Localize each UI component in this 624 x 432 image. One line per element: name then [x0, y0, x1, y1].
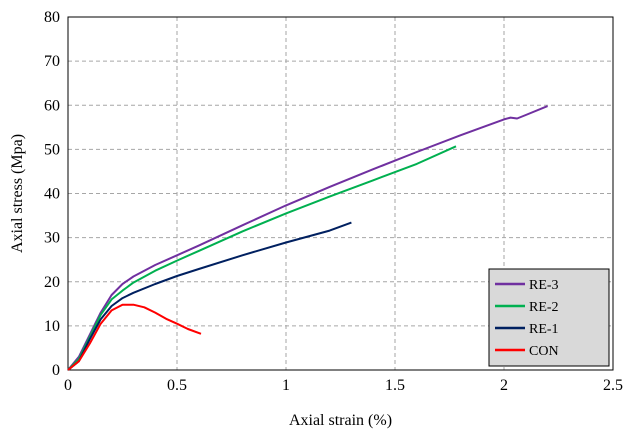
series-line-re-1 [67, 221, 352, 371]
legend: RE-3 RE-2 RE-1 CON [488, 268, 610, 367]
legend-label-con: CON [529, 344, 559, 359]
x-tick-label: 1.5 [385, 377, 405, 394]
x-tick-label: 0 [64, 377, 72, 394]
y-tick-label: 40 [44, 186, 60, 203]
y-tick-label: 10 [44, 318, 60, 335]
legend-label-re-3: RE-3 [529, 278, 559, 293]
y-tick-label: 0 [52, 362, 60, 379]
x-axis-tick-labels: 0 0.5 1 1.5 2 2.5 [64, 377, 623, 394]
x-tick-label: 1 [282, 377, 290, 394]
y-tick-label: 60 [44, 97, 60, 114]
plot-area-frame [67, 16, 614, 371]
x-axis-label: Axial strain (%) [289, 412, 392, 429]
legend-label-re-1: RE-1 [529, 322, 559, 337]
series-line-con [67, 303, 202, 371]
y-tick-label: 30 [44, 230, 60, 247]
x-tick-label: 0.5 [167, 377, 187, 394]
y-tick-label: 70 [44, 53, 60, 70]
legend-label-re-2: RE-2 [529, 300, 559, 315]
y-tick-label: 50 [44, 141, 60, 158]
x-tick-label: 2.5 [603, 377, 623, 394]
y-axis-tick-labels: 0 10 20 30 40 50 60 70 80 [44, 9, 60, 379]
y-tick-label: 20 [44, 274, 60, 291]
x-tick-label: 2 [500, 377, 508, 394]
y-axis-label: Axial stress (Mpa) [9, 134, 26, 253]
y-tick-label: 80 [44, 9, 60, 26]
series-line-re-3 [67, 105, 548, 371]
series-lines [67, 105, 548, 371]
series-line-re-2 [67, 145, 457, 371]
